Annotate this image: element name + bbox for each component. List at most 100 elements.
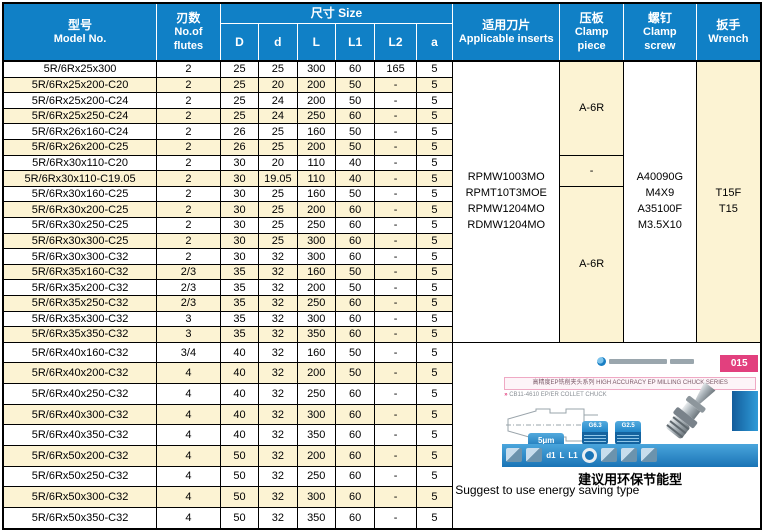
header-dim-d: d: [258, 22, 298, 62]
dim-a-cell: 5: [415, 92, 454, 109]
flutes-cell: 2: [156, 123, 221, 141]
table-row: 5R/6Rx35x350-C32 3 35 32 350 60-5: [2, 326, 761, 343]
dim-a-cell: 5: [415, 383, 454, 405]
table-row: 5R/6Rx40x160-C32 3/4 40 32 160 50-5 015 高精度EP…: [2, 341, 762, 530]
dim-a-cell: 5: [415, 201, 454, 219]
header-screw-en2: screw: [644, 39, 676, 52]
flutes-cell: 3: [156, 310, 221, 328]
dim-L2-cell: -: [374, 92, 417, 109]
header-size-label: 尺寸 Size: [310, 5, 363, 20]
spanner-icon: [640, 448, 657, 463]
flutes-cell: 4: [156, 444, 221, 467]
flutes-cell: 2/3: [156, 263, 221, 281]
dim-d-cell: 25: [258, 139, 298, 156]
dim-L-cell: 160: [296, 263, 336, 281]
dim-D-cell: 35: [219, 263, 260, 281]
dim-d-cell: 32: [258, 465, 298, 488]
dim-d-cell: 32: [258, 403, 298, 426]
dim-L-cell: 300: [296, 248, 336, 265]
table-row: 5R/6Rx35x200-C32 2/3 35 32 200 50-5: [2, 279, 761, 296]
dim-d-cell: 32: [258, 506, 298, 530]
dim-L1-cell: 60: [334, 403, 376, 426]
dim-a-cell: 5: [415, 506, 454, 530]
model-cell: 5R/6Rx40x200-C32: [2, 362, 158, 385]
dim-D-cell: 25: [219, 107, 260, 125]
promo-image: 015 高精度EP铣削夹头系列 HIGH ACCURACY EP MILLING…: [502, 346, 759, 467]
dim-L1-cell: 60: [334, 465, 376, 488]
header-screw: 螺钉 Clamp screw: [622, 2, 697, 62]
header-clamp-cn: 压板: [579, 11, 604, 26]
dim-L1-cell: 50: [334, 185, 376, 203]
dim-D-cell: 40: [219, 424, 260, 446]
dim-d-cell: 25: [258, 217, 298, 234]
dim-d-cell: 32: [258, 362, 298, 385]
dim-L2-cell: -: [374, 310, 417, 328]
header-flutes-en1: No.of: [174, 26, 203, 39]
dim-D-cell: 50: [219, 465, 260, 488]
nut-icon: [581, 447, 597, 463]
balance-badge-g25-lines: [615, 431, 642, 445]
table-row: 5R/6Rx30x300-C32 2 30 32 300 60-5: [2, 248, 761, 265]
table-row: 5R/6Rx25x300 2 25 25 300 60 165 5 RPMW1003MO RPM…: [2, 60, 762, 343]
table-row: 5R/6Rx50x200-C32 4 50 32 200 60-5: [2, 444, 761, 467]
dim-a-cell: 5: [415, 295, 454, 312]
dim-a-cell: 5: [415, 170, 454, 187]
model-cell: 5R/6Rx35x200-C32: [2, 279, 158, 296]
dim-L-cell: 250: [296, 465, 336, 488]
model-cell: 5R/6Rx25x200-C24: [2, 92, 158, 109]
dim-L-cell: 160: [296, 185, 336, 203]
dim-a-cell: 5: [415, 232, 454, 250]
dim-d-cell: 25: [258, 60, 298, 78]
model-cell: 5R/6Rx25x200-C20: [2, 76, 158, 94]
series-subtitle-text: CB11-4610 EP/ER COLLET CHUCK: [509, 391, 607, 398]
model-cell: 5R/6Rx26x160-C24: [2, 123, 158, 141]
model-cell: 5R/6Rx50x250-C32: [2, 465, 158, 488]
dim-a-cell: 5: [415, 154, 454, 172]
dim-L2-cell: -: [374, 465, 417, 488]
dim-d-cell: 32: [258, 248, 298, 265]
dim-d-cell: 32: [258, 279, 298, 296]
dim-a-cell: 5: [415, 486, 454, 508]
dim-L-cell: 200: [296, 92, 336, 109]
dim-D-cell: 30: [219, 217, 260, 234]
series-title: 高精度EP铣削夹头系列 HIGH ACCURACY EP MILLING CHU…: [504, 376, 757, 390]
shank-icon: [526, 448, 543, 463]
model-cell: 5R/6Rx50x300-C32: [2, 486, 158, 508]
dim-L2-cell: -: [374, 76, 417, 94]
dim-L1-cell: 50: [334, 263, 376, 281]
flutes-cell: 4: [156, 506, 221, 530]
flutes-cell: 4: [156, 424, 221, 446]
table-row: 5R/6Rx30x160-C25 2 30 25 160 50-5 A-6R: [2, 185, 761, 343]
table-row: 5R/6Rx35x300-C32 3 35 32 300 60-5: [2, 310, 761, 328]
arrow-icon: »: [504, 391, 510, 398]
header-dim-L: L: [296, 22, 336, 62]
clamp-piece-cell-mid: -: [559, 154, 624, 187]
table-row: 5R/6Rx40x250-C32 4 40 32 250 60-5: [2, 383, 761, 405]
flutes-cell: 4: [156, 403, 221, 426]
flutes-cell: 2: [156, 92, 221, 109]
dim-L1-cell: 50: [334, 139, 376, 156]
dim-L-cell: 300: [296, 403, 336, 426]
dim-L2-cell: -: [374, 170, 417, 187]
dim-D-cell: 30: [219, 185, 260, 203]
dim-d-cell: 24: [258, 107, 298, 125]
dim-D-cell: 26: [219, 123, 260, 141]
dim-L-cell: 160: [296, 123, 336, 141]
header-dim-L1: L1: [334, 22, 376, 62]
balance-badge-g63-lines: [582, 431, 609, 445]
dim-L-cell: 200: [296, 362, 336, 385]
dim-D-cell: 40: [219, 341, 260, 364]
flutes-cell: 2: [156, 170, 221, 187]
dim-L-cell: 200: [296, 279, 336, 296]
dim-L2-cell: -: [374, 139, 417, 156]
table-row: 5R/6Rx35x250-C32 2/3 35 32 250 60-5: [2, 295, 761, 312]
dim-D-cell: 25: [219, 76, 260, 94]
dim-L2-cell: -: [374, 383, 417, 405]
dim-L-cell: 300: [296, 486, 336, 508]
spec-icon-strip: d1 L L1: [502, 443, 759, 467]
dim-D-cell: 26: [219, 139, 260, 156]
inserts-cell: RPMW1003MO RPMT10T3MOE RPMW1204MO RDMW12…: [452, 60, 561, 343]
table-body: 5R/6Rx25x300 2 25 25 300 60 165 5 RPMW1003MO RPM…: [2, 60, 762, 530]
dim-L2-cell: -: [374, 424, 417, 446]
